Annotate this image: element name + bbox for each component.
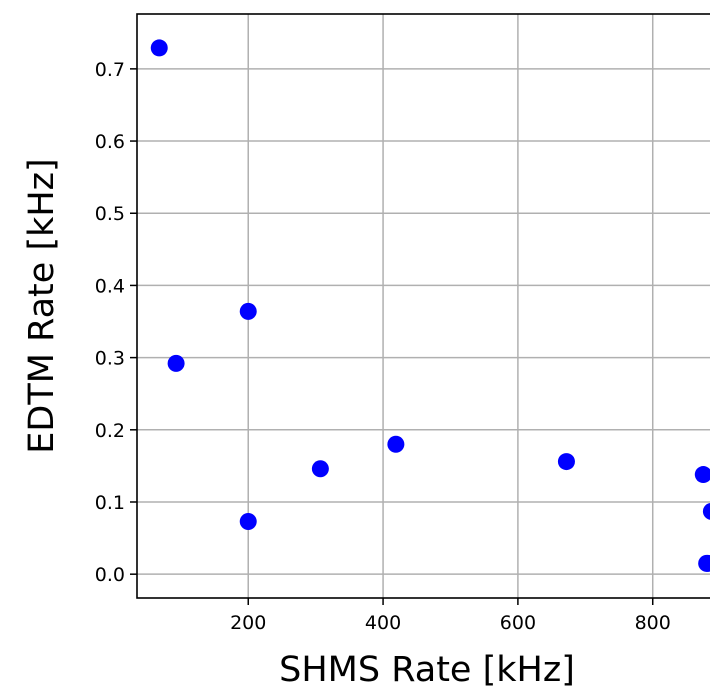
data-point: [387, 435, 405, 453]
y-tick-label: 0.2: [95, 420, 125, 442]
data-point: [239, 512, 257, 530]
y-tick-label: 0.3: [95, 348, 125, 370]
x-tick-label: 800: [635, 612, 671, 634]
y-tick-label: 0.0: [95, 564, 125, 586]
data-point: [698, 554, 710, 572]
data-point: [694, 466, 710, 484]
grid: [137, 14, 710, 598]
data-point: [702, 502, 710, 520]
y-tick-label: 0.6: [95, 131, 125, 153]
data-point: [311, 460, 329, 478]
x-tick-label: 400: [365, 612, 401, 634]
data-point: [150, 39, 168, 57]
x-axis-label: SHMS Rate [kHz]: [279, 650, 575, 690]
data-point: [167, 354, 185, 372]
data-point: [239, 302, 257, 320]
x-tick-label: 600: [500, 612, 536, 634]
data-points: [150, 39, 710, 572]
y-tick-label: 0.4: [95, 275, 125, 297]
y-tick-label: 0.5: [95, 203, 125, 225]
data-point: [557, 453, 575, 471]
y-tick-label: 0.7: [95, 59, 125, 81]
plot-frame: [136, 13, 710, 599]
x-tick-label: 200: [230, 612, 266, 634]
y-tick-label: 0.1: [95, 492, 125, 514]
axis-ticks: 200 400 600 800 0.0 0.1 0.2 0.3 0.4 0.5 0.6 0.7: [95, 59, 671, 634]
y-axis-label: EDTM Rate [kHz]: [22, 158, 62, 453]
